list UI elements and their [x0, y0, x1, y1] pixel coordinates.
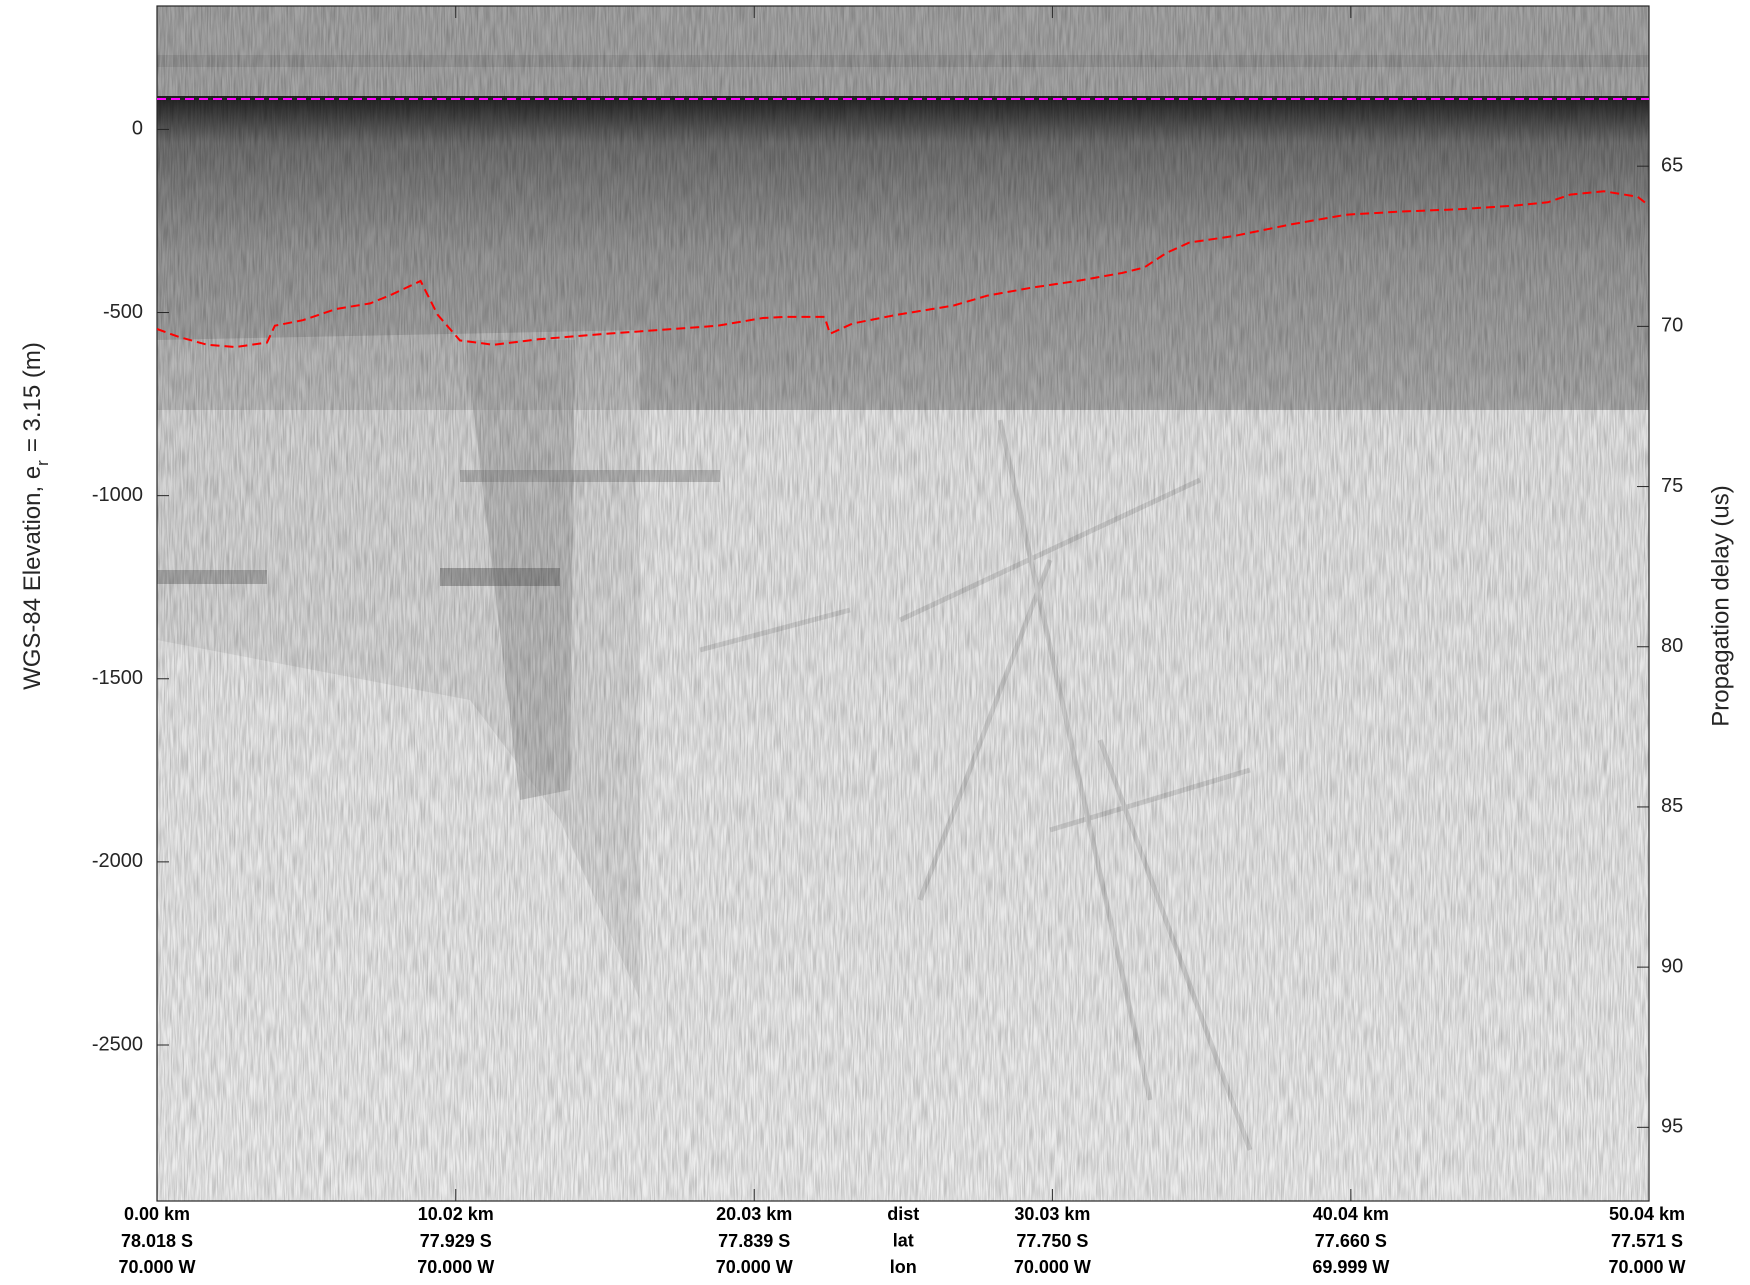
x-lon-label: 70.000 W	[118, 1257, 195, 1277]
x-tick-label: 10.02 km	[418, 1204, 494, 1224]
x-lat-label: 77.929 S	[420, 1231, 492, 1251]
x-lat-label: 77.660 S	[1315, 1231, 1387, 1251]
y-tick-label: 0	[132, 118, 143, 140]
axes: 0 -500 -1000 -1500 -2000 -2500 65 70 75 80 85 90 95 0…	[92, 6, 1686, 1277]
x-row-label: dist	[887, 1204, 919, 1224]
x-lat-label: 77.571 S	[1611, 1231, 1683, 1251]
y-tick-label: -2000	[92, 850, 143, 872]
x-row-label: lat	[893, 1230, 914, 1250]
y2-tick-label: 85	[1661, 795, 1683, 817]
y-label-main: WGS-84 Elevation, e	[19, 466, 46, 690]
y-label-sub: r	[33, 460, 52, 466]
x-tick-label: 20.03 km	[716, 1204, 792, 1224]
x-lon-label: 70.000 W	[417, 1257, 494, 1277]
x-tick-label: 30.03 km	[1014, 1204, 1090, 1224]
y2-tick-label: 70	[1661, 315, 1683, 337]
y2-tick-label: 90	[1661, 955, 1683, 977]
x-lat-label: 78.018 S	[121, 1231, 193, 1251]
y-tick-label: -1000	[92, 484, 143, 506]
x-lon-label: 69.999 W	[1312, 1257, 1389, 1277]
y2-tick-label: 95	[1661, 1116, 1683, 1138]
y-tick-label: -500	[103, 301, 143, 323]
x-lon-label: 70.000 W	[1608, 1257, 1685, 1277]
y2-tick-label: 80	[1661, 635, 1683, 657]
echogram	[157, 6, 1649, 1201]
x-tick-label: 0.00 km	[124, 1204, 190, 1224]
y-tick-label: -2500	[92, 1033, 143, 1055]
y-label-suffix: = 3.15 (m)	[19, 342, 46, 452]
x-lat-label: 77.750 S	[1016, 1231, 1088, 1251]
y-tick-label: -1500	[92, 667, 143, 689]
y-axis-label: WGS-84 Elevation, er = 3.15 (m)	[19, 342, 52, 690]
y2-tick-label: 75	[1661, 475, 1683, 497]
x-row-label: lon	[890, 1257, 917, 1277]
x-lat-label: 77.839 S	[718, 1231, 790, 1251]
x-tick-label: 50.04 km	[1609, 1204, 1685, 1224]
y2-tick-label: 65	[1661, 154, 1683, 176]
x-lon-label: 70.000 W	[1014, 1257, 1091, 1277]
x-lon-label: 70.000 W	[716, 1257, 793, 1277]
y2-axis-label: Propagation delay (us)	[1707, 485, 1734, 726]
x-tick-label: 40.04 km	[1313, 1204, 1389, 1224]
plot-frame	[156, 5, 1650, 1202]
